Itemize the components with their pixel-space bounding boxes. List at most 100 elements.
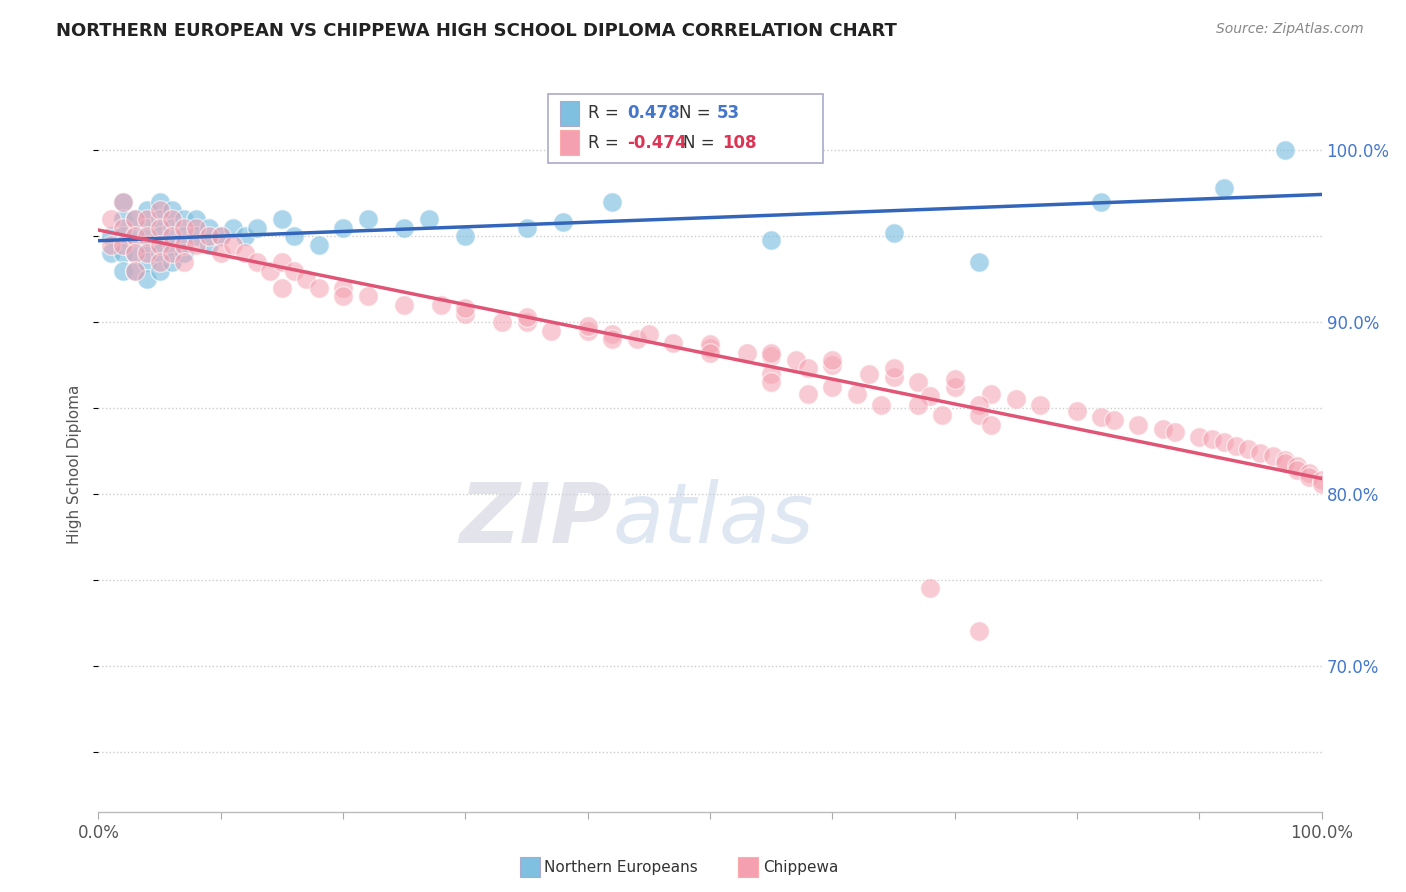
Point: [308, 281, 330, 295]
Point: [967, 255, 990, 269]
Point: [785, 352, 807, 367]
Point: [124, 246, 146, 260]
Point: [160, 220, 183, 235]
Point: [943, 380, 966, 394]
Point: [638, 327, 661, 342]
Point: [600, 327, 623, 342]
Point: [1004, 392, 1026, 407]
Point: [111, 229, 134, 244]
Point: [1286, 459, 1309, 474]
Point: [124, 212, 146, 227]
Point: [454, 301, 477, 316]
Point: [136, 212, 159, 227]
Point: [160, 212, 183, 227]
Point: [149, 263, 172, 277]
Point: [1274, 456, 1296, 470]
Point: [454, 306, 477, 320]
Text: Chippewa: Chippewa: [763, 860, 839, 874]
Point: [149, 237, 172, 252]
Point: [1066, 404, 1088, 418]
Point: [907, 376, 929, 390]
Point: [136, 272, 159, 286]
Text: -0.474: -0.474: [627, 134, 686, 152]
Point: [197, 220, 219, 235]
Point: [1212, 181, 1234, 195]
Point: [761, 376, 783, 390]
Point: [356, 289, 378, 303]
Point: [295, 272, 318, 286]
Point: [136, 203, 159, 218]
Point: [1188, 430, 1211, 444]
Point: [699, 346, 721, 360]
Point: [136, 246, 159, 260]
Point: [883, 361, 905, 376]
Point: [124, 263, 146, 277]
Point: [197, 229, 219, 244]
Point: [821, 358, 844, 372]
Point: [392, 220, 416, 235]
Point: [662, 335, 685, 350]
Point: [160, 255, 183, 269]
Point: [821, 352, 844, 367]
Point: [332, 220, 354, 235]
Point: [332, 281, 354, 295]
Point: [553, 215, 575, 229]
Point: [1029, 398, 1052, 412]
Point: [491, 315, 513, 329]
Point: [186, 212, 208, 227]
Point: [111, 263, 134, 277]
Point: [186, 237, 208, 252]
Point: [100, 229, 122, 244]
Point: [259, 263, 281, 277]
Text: Source: ZipAtlas.com: Source: ZipAtlas.com: [1216, 22, 1364, 37]
Point: [111, 194, 134, 209]
Point: [160, 229, 183, 244]
Text: ZIP: ZIP: [460, 479, 612, 560]
Point: [124, 229, 146, 244]
Point: [980, 418, 1002, 433]
Point: [1286, 463, 1309, 477]
Point: [1261, 449, 1284, 463]
Point: [270, 212, 294, 227]
Text: R =: R =: [588, 104, 624, 122]
Point: [149, 220, 172, 235]
Y-axis label: High School Diploma: High School Diploma: [67, 384, 83, 543]
Point: [931, 408, 953, 422]
Point: [222, 237, 245, 252]
Point: [222, 220, 245, 235]
Point: [124, 229, 146, 244]
Point: [1102, 413, 1125, 427]
Point: [1128, 418, 1150, 433]
Point: [136, 220, 159, 235]
Point: [845, 387, 868, 401]
Point: [1090, 194, 1112, 209]
Point: [540, 324, 562, 338]
Point: [1225, 439, 1247, 453]
Point: [1237, 442, 1260, 457]
Text: 53: 53: [717, 104, 740, 122]
Text: R =: R =: [588, 134, 624, 152]
Point: [883, 370, 905, 384]
Point: [761, 346, 783, 360]
Point: [1249, 445, 1271, 459]
Point: [111, 194, 134, 209]
Text: 0.478: 0.478: [627, 104, 679, 122]
Point: [699, 337, 721, 351]
Point: [209, 229, 232, 244]
Point: [124, 263, 146, 277]
Point: [967, 398, 990, 412]
Point: [699, 341, 721, 355]
Point: [173, 237, 195, 252]
Point: [233, 229, 256, 244]
Text: atlas: atlas: [612, 479, 814, 560]
Point: [515, 220, 537, 235]
Point: [186, 220, 208, 235]
Point: [920, 389, 942, 403]
Point: [173, 220, 195, 235]
Point: [858, 367, 880, 381]
Point: [100, 237, 122, 252]
Point: [246, 220, 269, 235]
Point: [124, 212, 146, 227]
Point: [186, 229, 208, 244]
Point: [920, 582, 942, 596]
